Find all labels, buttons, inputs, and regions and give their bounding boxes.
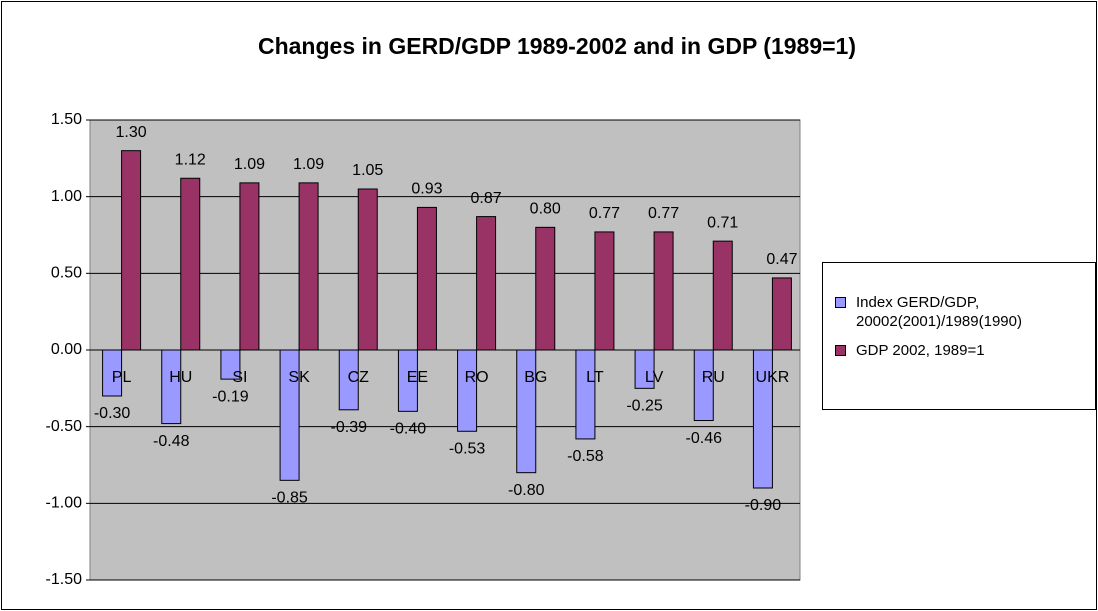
bar [752, 349, 773, 489]
bar [279, 349, 300, 481]
x-tick-label: RO [465, 369, 489, 386]
bar [239, 182, 260, 351]
value-label: 0.80 [530, 201, 561, 218]
x-tick-label: RU [702, 369, 725, 386]
value-label: 1.30 [116, 124, 147, 141]
bar [634, 349, 655, 389]
value-label: -0.58 [567, 448, 604, 465]
legend-entry: GDP 2002, 1989=1 [835, 341, 1036, 360]
y-tick-label: -0.50 [46, 418, 83, 435]
value-label: -0.48 [153, 433, 190, 450]
x-tick-label: SI [232, 369, 247, 386]
y-tick-label: 0.00 [51, 341, 82, 358]
y-tick-label: 0.50 [51, 265, 82, 282]
bar [476, 216, 497, 351]
bar [102, 349, 123, 397]
y-tick-label: 1.00 [51, 188, 82, 205]
value-label: 0.47 [766, 251, 797, 268]
x-tick-label: HU [169, 369, 192, 386]
bar [516, 349, 537, 474]
value-label: -0.30 [94, 405, 131, 422]
bar [121, 150, 142, 351]
bar [653, 231, 674, 351]
value-label: -0.46 [686, 430, 723, 447]
x-tick-label: LT [586, 369, 604, 386]
legend-label: GDP 2002, 1989=1 [856, 342, 985, 359]
value-label: 0.77 [589, 205, 620, 222]
bar [338, 349, 359, 411]
legend-entry: Index GERD/GDP, 20002(2001)/1989(1990) [835, 293, 1036, 331]
legend: Index GERD/GDP, 20002(2001)/1989(1990) GD… [822, 262, 1096, 410]
value-label: -0.85 [271, 490, 308, 507]
value-label: -0.25 [626, 398, 663, 415]
y-tick-label: 1.50 [51, 111, 82, 128]
bar [416, 206, 437, 351]
bar [180, 177, 201, 351]
value-label: 0.71 [707, 214, 738, 231]
legend-label: Index GERD/GDP, 20002(2001)/1989(1990) [856, 294, 1022, 330]
bar [220, 349, 241, 380]
bar [535, 226, 556, 351]
value-label: 0.93 [411, 181, 442, 198]
bar [397, 349, 418, 412]
value-label: 0.87 [471, 190, 502, 207]
bar [457, 349, 478, 432]
value-label: -0.19 [212, 388, 249, 405]
value-label: 1.09 [234, 156, 265, 173]
value-label: 1.09 [293, 156, 324, 173]
y-tick-label: -1.00 [46, 495, 83, 512]
x-tick-label: SK [288, 369, 310, 386]
value-label: -0.90 [745, 497, 782, 514]
x-tick-label: PL [112, 369, 132, 386]
bar [771, 277, 792, 351]
value-label: 1.05 [352, 162, 383, 179]
bar [357, 188, 378, 351]
x-tick-label: CZ [348, 369, 370, 386]
bar [594, 231, 615, 351]
x-tick-label: BG [524, 369, 547, 386]
value-label: 0.77 [648, 205, 679, 222]
bar [575, 349, 596, 440]
y-tick-label: -1.50 [46, 571, 83, 588]
bar [712, 240, 733, 351]
value-label: -0.40 [390, 421, 427, 438]
x-tick-label: LV [645, 369, 664, 386]
legend-swatch [835, 345, 846, 356]
value-label: -0.39 [331, 419, 368, 436]
legend-swatch [835, 297, 846, 308]
x-tick-label: UKR [756, 369, 790, 386]
x-tick-label: EE [407, 369, 428, 386]
chart-title: Changes in GERD/GDP 1989-2002 and in GDP… [258, 33, 856, 59]
value-label: -0.53 [449, 440, 486, 457]
value-label: 1.12 [175, 151, 206, 168]
bar [161, 349, 182, 425]
bar [298, 182, 319, 351]
bar [693, 349, 714, 422]
value-label: -0.80 [508, 482, 545, 499]
